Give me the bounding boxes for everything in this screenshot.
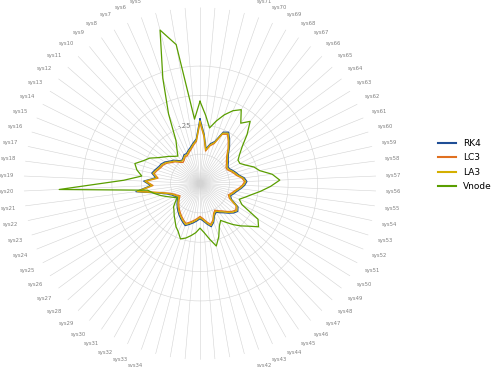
LC3 xyxy=(224,132,230,137)
RK4 xyxy=(226,138,232,142)
LA3 xyxy=(176,194,182,199)
RK4 xyxy=(181,153,187,157)
LC3 xyxy=(197,120,203,125)
RK4 xyxy=(230,168,235,172)
RK4 xyxy=(225,164,231,168)
Vnode xyxy=(243,163,249,167)
LC3 xyxy=(136,189,141,194)
LC3 xyxy=(224,162,230,166)
LA3 xyxy=(226,167,232,171)
Line: Vnode: Vnode xyxy=(59,30,280,246)
Line: LA3: LA3 xyxy=(137,121,246,226)
LC3 xyxy=(177,194,183,198)
LA3 xyxy=(228,168,234,173)
Vnode xyxy=(237,161,243,166)
Line: RK4: RK4 xyxy=(136,119,247,227)
Vnode xyxy=(197,99,203,103)
LA3 xyxy=(182,154,188,158)
LA3 xyxy=(235,173,241,178)
Line: LC3: LC3 xyxy=(138,123,244,224)
LA3 xyxy=(197,119,203,123)
Vnode xyxy=(157,28,163,32)
LC3 xyxy=(228,169,234,174)
LA3 xyxy=(197,119,203,123)
LC3 xyxy=(197,120,203,125)
Vnode xyxy=(174,147,180,152)
LC3 xyxy=(224,168,230,172)
RK4 xyxy=(197,117,203,121)
LA3 xyxy=(134,189,140,194)
LA3 xyxy=(224,161,230,166)
LA3 xyxy=(225,131,231,135)
Vnode xyxy=(174,196,180,200)
Legend: RK4, LC3, LA3, Vnode: RK4, LC3, LA3, Vnode xyxy=(434,135,496,195)
RK4 xyxy=(197,117,203,121)
RK4 xyxy=(242,176,248,180)
Vnode xyxy=(256,168,262,173)
Vnode xyxy=(236,152,242,156)
Vnode xyxy=(197,99,203,103)
Vnode xyxy=(238,108,244,112)
RK4 xyxy=(233,170,239,175)
RK4 xyxy=(175,195,181,199)
LC3 xyxy=(234,173,239,178)
LC3 xyxy=(182,155,188,159)
